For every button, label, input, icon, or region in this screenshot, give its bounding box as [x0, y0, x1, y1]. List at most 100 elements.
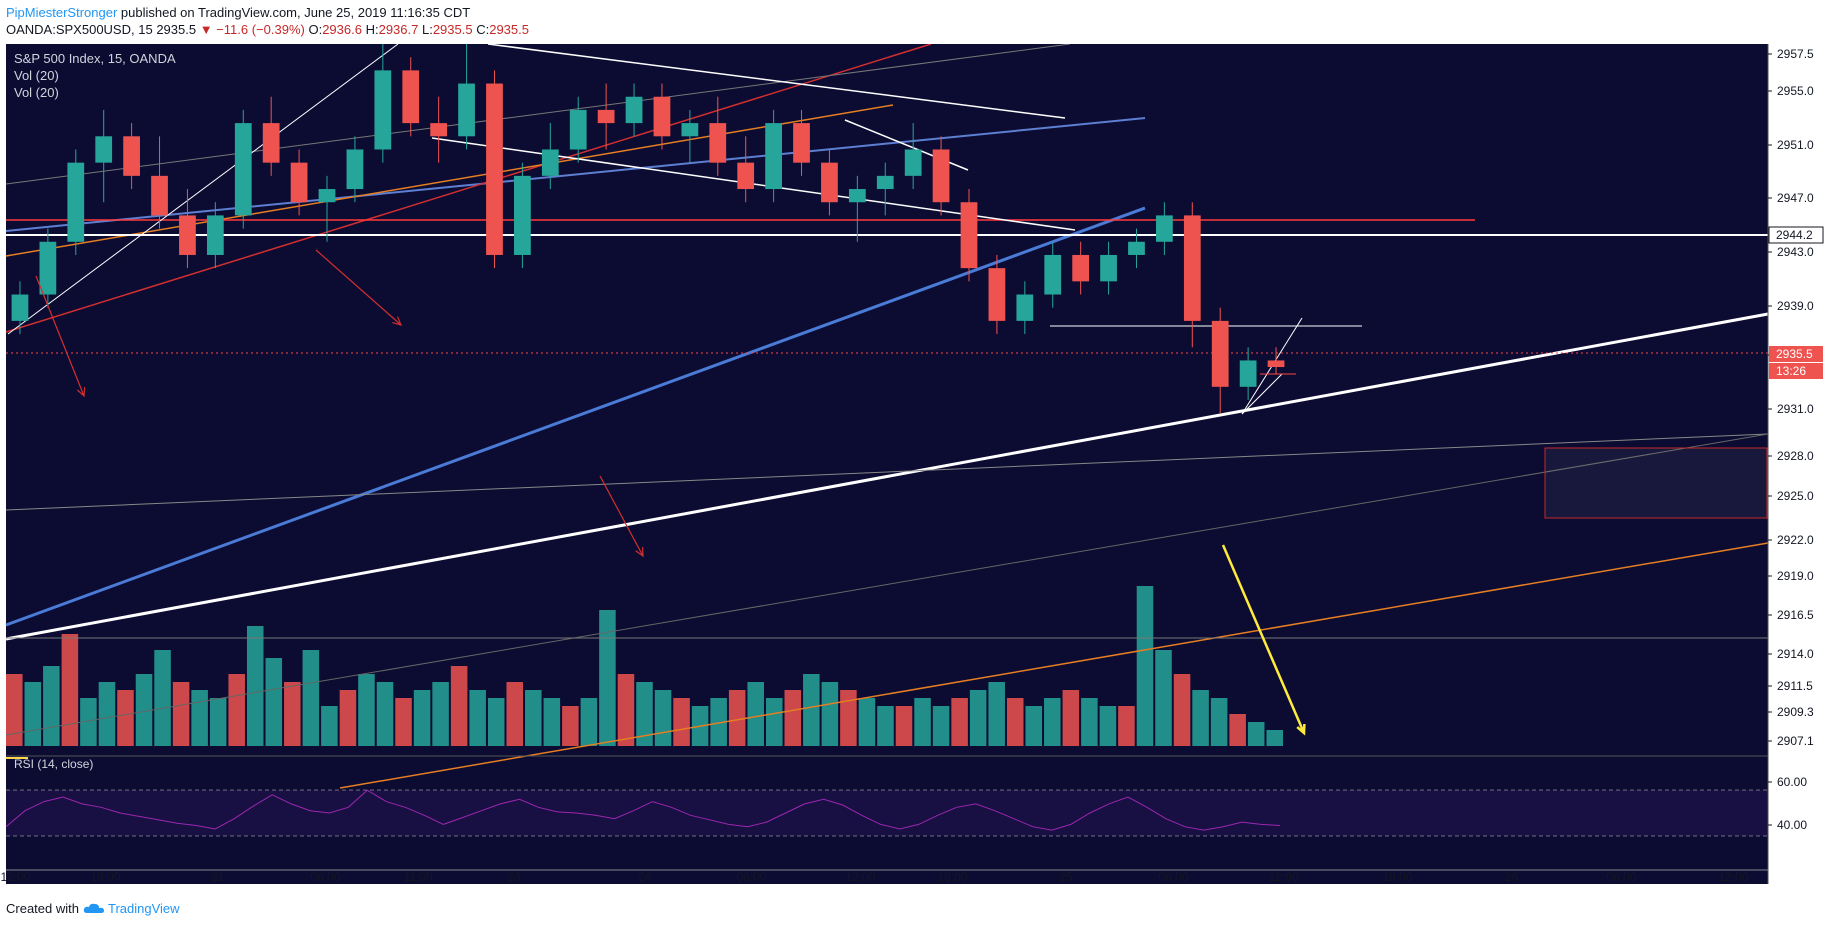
- candle-body: [932, 149, 950, 203]
- high-value: 2936.7: [378, 22, 419, 37]
- symbol-label: OANDA:SPX500USD, 15: [6, 22, 153, 37]
- volume-bar: [339, 690, 357, 746]
- candle-body: [206, 215, 224, 255]
- volume-bar: [1025, 706, 1043, 746]
- candle-body: [597, 109, 615, 124]
- rsi-tick-label: 60.00: [1777, 775, 1807, 789]
- target-zone: [1544, 447, 1768, 519]
- volume-bar: [1247, 722, 1265, 746]
- price-tick-label: 2951.0: [1777, 138, 1814, 152]
- header-line-2: OANDA:SPX500USD, 15 2935.5 ▼ −11.6 (−0.3…: [6, 22, 529, 37]
- volume-bar: [1173, 674, 1191, 746]
- volume-bars: [6, 586, 1283, 746]
- candle-body: [681, 123, 699, 137]
- volume-bar: [98, 682, 116, 746]
- legend-volume-1: Vol (20): [14, 68, 59, 83]
- candle-body: [374, 70, 392, 150]
- candle-body: [290, 162, 308, 203]
- volume-bar: [821, 682, 839, 746]
- candle-body: [625, 96, 643, 124]
- high-label: H:: [365, 22, 379, 37]
- candle-body: [793, 123, 810, 163]
- volume-bar: [747, 682, 764, 746]
- annotation-arrows: [35, 249, 1306, 736]
- legend-volume-2: Vol (20): [14, 85, 59, 100]
- grey-channel-1: [5, 433, 1769, 511]
- volume-bar: [988, 682, 1005, 746]
- volume-bar: [932, 706, 950, 746]
- volume-bar: [1118, 706, 1135, 746]
- descending-white-1: [487, 44, 1066, 119]
- red-arrow-3: [599, 475, 644, 557]
- volume-bar: [284, 682, 301, 746]
- candle-body: [514, 175, 531, 255]
- orange-trendline: [5, 104, 894, 257]
- price-tick-label: 2939.0: [1777, 299, 1814, 313]
- price-tick-label: 2947.0: [1777, 191, 1814, 205]
- rsi-line: [5, 789, 1281, 831]
- price-tick-label: 2919.0: [1777, 569, 1814, 583]
- candle-body: [1016, 294, 1034, 321]
- time-tick-label: 06:00: [1607, 870, 1637, 884]
- volume-bar: [191, 690, 208, 746]
- chart-header: PipMiesterStronger published on TradingV…: [0, 0, 1828, 44]
- price-tick-label: 2914.0: [1777, 647, 1814, 661]
- volume-bar: [895, 706, 913, 746]
- main-white-trendline: [5, 312, 1769, 641]
- time-tick-label: 11:00: [404, 870, 433, 884]
- price-tick-label: 2916.5: [1777, 608, 1814, 622]
- candle-body: [458, 83, 475, 137]
- price-axis: 2957.5 2955.0 2951.0 2947.0 2943.0 2939.0 2935…: [1767, 44, 1828, 884]
- low-value: 2935.5: [432, 22, 473, 37]
- last-price-label-text: 2935.5: [1776, 347, 1813, 361]
- volume-bar: [710, 698, 727, 746]
- volume-bar: [395, 698, 412, 746]
- candle-body: [1267, 360, 1285, 368]
- red-arrow-1: [35, 275, 85, 397]
- red-arrow-2: [315, 249, 402, 326]
- candle-body: [1044, 254, 1062, 295]
- last-price: 2935.5: [156, 22, 197, 37]
- candle-body: [569, 109, 587, 150]
- volume-bar: [580, 698, 598, 746]
- volume-bar: [951, 698, 968, 746]
- low-label: L:: [421, 22, 433, 37]
- volume-bar: [636, 682, 653, 746]
- volume-bar: [969, 690, 987, 746]
- candle-body: [1100, 254, 1117, 282]
- volume-bar: [617, 674, 635, 746]
- tradingview-brand-link[interactable]: TradingView: [108, 901, 180, 916]
- candle-body: [151, 175, 168, 216]
- candle-body: [876, 175, 894, 190]
- open-value: 2936.6: [322, 22, 362, 37]
- volume-bar: [1136, 586, 1154, 746]
- candle-body: [765, 123, 782, 190]
- author-link[interactable]: PipMiesterStronger: [6, 5, 118, 20]
- volume-bar: [117, 690, 134, 746]
- wedge-lower: [1241, 373, 1283, 415]
- volume-bar: [562, 706, 579, 746]
- volume-bar: [6, 674, 23, 746]
- time-tick-label: 18:00: [1383, 870, 1413, 884]
- line-level-label-box: [1769, 227, 1823, 243]
- volume-bar: [1081, 698, 1098, 746]
- candle-body: [262, 123, 280, 163]
- price-change: ▼ −11.6 (−0.39%): [199, 22, 305, 37]
- candle-body: [1156, 215, 1173, 242]
- legend-rsi: RSI (14, close): [14, 757, 94, 771]
- volume-bar: [1266, 730, 1283, 746]
- price-tick-label: 2943.0: [1777, 245, 1814, 259]
- created-with-text: Created with: [6, 901, 79, 916]
- chart-canvas[interactable]: 2957.5 2955.0 2951.0 2947.0 2943.0 2939.0 2935…: [0, 44, 1828, 890]
- volume-bar: [525, 690, 542, 746]
- time-tick-label: 18:00: [91, 870, 121, 884]
- time-tick-label: 18:00: [938, 870, 968, 884]
- countdown-label-text: 13:26: [1776, 364, 1806, 378]
- volume-bar: [413, 690, 431, 746]
- price-tick-label: 2909.3: [1777, 705, 1814, 719]
- volume-bar: [840, 690, 857, 746]
- red-arrow-2-head: [392, 316, 403, 326]
- time-tick-label: 23: [507, 870, 521, 884]
- volume-bar: [1155, 650, 1172, 746]
- candle-body: [67, 162, 85, 242]
